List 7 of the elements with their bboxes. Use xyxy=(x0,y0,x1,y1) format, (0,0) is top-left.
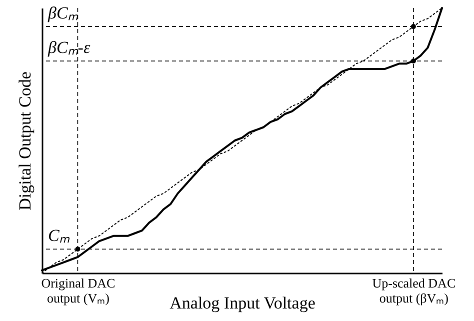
ref-line-label: βCₘ-ε xyxy=(47,38,90,57)
x-tick-label: Up-scaled DAC output (βVₘ) xyxy=(372,276,456,306)
x-axis-title: Analog Input Voltage xyxy=(170,294,316,312)
x-tick-label: Original DAC output (Vₘ) xyxy=(41,276,116,306)
ref-line-label: Cₘ xyxy=(48,226,70,246)
y-axis-title: Digital Output Code xyxy=(16,72,34,210)
ref-line-label: βCₘ xyxy=(47,4,79,23)
